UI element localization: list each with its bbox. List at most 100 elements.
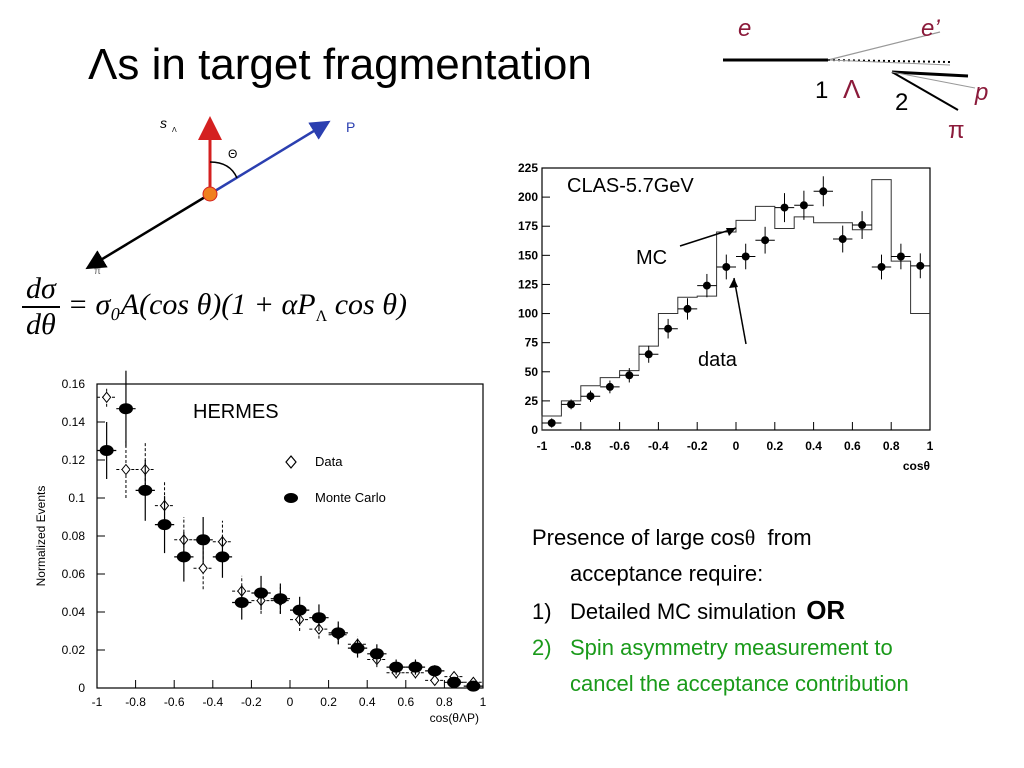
data-point: [858, 221, 867, 230]
data-point: [722, 262, 731, 271]
spin-label: s: [160, 115, 167, 131]
notes-theta: θ: [744, 525, 756, 550]
notes-or: OR: [806, 595, 846, 625]
reaction-diagram: e e’ 1 Λ 2 p π: [723, 15, 988, 144]
data-point: [819, 187, 828, 196]
y-tick-label: 0.12: [62, 453, 86, 467]
data-point: [702, 281, 711, 290]
data-point: [877, 262, 886, 271]
pion-line: [891, 71, 959, 111]
x-tick-label: -0.6: [164, 695, 185, 709]
x-tick-label: 0.4: [805, 439, 822, 453]
page-title: Λs in target fragmentation: [88, 40, 592, 89]
mc-point: [292, 604, 307, 616]
clas-chart: 0 25 50 75 100 125 150 175 200 225 -1 -0.8 -0.6 -0.4 -…: [518, 161, 934, 473]
scattered-electron-line: [827, 31, 941, 61]
notes-line-1a: Presence of large cos: [532, 525, 745, 550]
y-tick-label: 0.1: [68, 491, 85, 505]
data-point: [683, 304, 692, 313]
x-tick-label: 0.8: [436, 695, 453, 709]
label-lambda: Λ: [843, 74, 861, 104]
y-tick-label: 100: [518, 307, 538, 321]
notes-item-2-text-a: Spin asymmetry measurement to: [570, 635, 893, 660]
x-tick-label: 0.6: [844, 439, 861, 453]
theta-arc: [209, 161, 238, 179]
annotation-mc: MC: [636, 247, 667, 269]
data-point: [780, 203, 789, 212]
mc-point: [215, 551, 230, 563]
mc-point: [176, 551, 191, 563]
target-remnant-line: [827, 59, 951, 66]
y-tick-label: 225: [518, 161, 538, 175]
data-point: [896, 252, 905, 261]
y-tick-label: 0.06: [62, 567, 86, 581]
mc-point: [331, 627, 346, 639]
mc-point: [254, 587, 269, 599]
data-point: [121, 463, 131, 476]
chart-title: HERMES: [193, 401, 279, 423]
formula-numerator: dσ: [22, 272, 60, 308]
x-tick-label: -0.4: [648, 439, 669, 453]
data-point: [605, 382, 614, 391]
x-tick-label: 0.2: [320, 695, 337, 709]
data-point: [625, 371, 634, 380]
annotation-data: data: [698, 349, 738, 371]
mc-point: [157, 519, 172, 531]
y-tick-label: 75: [525, 336, 539, 350]
label-pi: π: [948, 117, 965, 144]
x-tick-label: -0.4: [202, 695, 223, 709]
legend-label-data: Data: [315, 454, 343, 469]
x-axis-label: cos(θΛP): [430, 711, 479, 725]
mc-histogram: [541, 179, 930, 430]
p-label: P: [346, 119, 355, 135]
theta-label: Θ: [228, 147, 237, 161]
annotation-data-arrow: [733, 277, 747, 345]
label-1: 1: [815, 77, 828, 104]
notes-item-2-cont: cancel the acceptance contribution: [570, 671, 909, 696]
x-tick-label: 1: [480, 695, 487, 709]
x-tick-label: 1: [927, 439, 934, 453]
notes-line-1: Presence of large cosθ from: [532, 520, 1017, 556]
proton-line: [891, 70, 969, 78]
x-axis-label: cosθ: [903, 459, 930, 473]
data-point: [741, 252, 750, 261]
y-axis-label: Normalized Events: [34, 486, 48, 587]
lambda-vertex: [202, 186, 218, 202]
mc-point: [389, 661, 404, 673]
chart-title: CLAS-5.7GeV: [567, 175, 694, 197]
mc-point: [466, 680, 481, 692]
formula-rhs-tail: cos θ): [327, 288, 407, 321]
y-tick-label: 150: [518, 248, 538, 262]
x-tick-label: -0.8: [570, 439, 591, 453]
plot-frame: [96, 383, 484, 689]
y-tick-label: 0.08: [62, 529, 86, 543]
x-tick-label: -1: [537, 439, 548, 453]
notes-item-2-num: 2): [532, 635, 552, 660]
legend-marker-mc: [284, 493, 298, 503]
y-tick-label: 0: [78, 681, 85, 695]
data-point: [547, 419, 556, 428]
notes-item-1-num: 1): [532, 599, 552, 624]
notes-item-1-text: Detailed MC simulation: [570, 599, 797, 624]
mc-point: [273, 593, 288, 605]
mc-point: [350, 642, 365, 654]
x-tick-label: -0.2: [687, 439, 708, 453]
y-tick-label: 175: [518, 219, 538, 233]
data-point: [198, 562, 208, 575]
annotation-mc-arrow: [679, 227, 737, 247]
x-tick-label: 0.2: [766, 439, 783, 453]
data-point: [586, 392, 595, 401]
pi-label: π: [94, 266, 101, 277]
label-p: p: [974, 79, 988, 106]
x-tick-label: -1: [92, 695, 103, 709]
formula-denominator: dθ: [26, 308, 56, 341]
y-tick-label: 0.14: [62, 415, 86, 429]
hermes-chart: 0 0.02 0.04 0.06 0.08 0.1 0.12 0.14 0.16 -1 -0.8 -0…: [34, 370, 487, 725]
x-tick-label: 0: [733, 439, 740, 453]
y-tick-label: 50: [525, 365, 539, 379]
pion-momentum-vector: [85, 192, 211, 270]
y-tick-label: 125: [518, 277, 538, 291]
spin-label-sub: Λ: [172, 127, 177, 134]
x-tick-label: 0: [287, 695, 294, 709]
data-point: [644, 350, 653, 359]
